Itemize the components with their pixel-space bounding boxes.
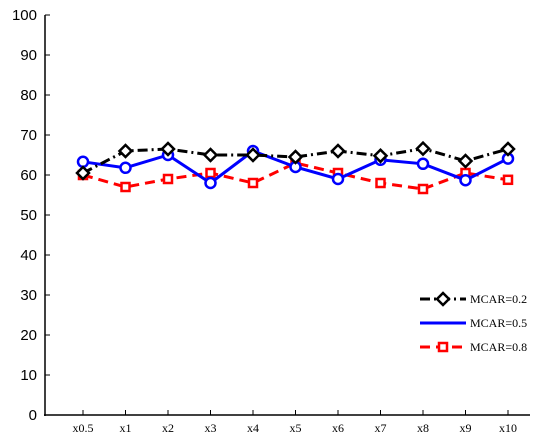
data-point [372,148,389,164]
x-tick-label: x3 [205,421,217,435]
y-tick-label: 0 [29,407,37,424]
series-diamond [75,140,516,181]
legend-item: MCAR=0.2 [420,291,527,307]
series-layer [75,140,516,195]
data-point [416,157,430,171]
legend-marker [437,341,449,353]
data-point [117,143,134,159]
data-point [287,149,304,165]
x-tick-label: x8 [417,421,429,435]
data-point [245,147,261,163]
data-point [375,177,386,189]
data-point [204,176,217,190]
series-line [82,147,509,175]
x-tick-label: x6 [332,421,344,435]
y-tick-label: 50 [20,207,37,224]
data-point [459,173,472,187]
axes: 0 10 20 30 40 50 60 70 80 90 100 x0.5 x1 x2 x3 x4 x5 x6 x7… [12,7,530,435]
data-point [457,153,474,169]
legend-label: MCAR=0.8 [470,340,527,354]
series-line [82,161,509,191]
data-point [160,141,176,157]
legend-item: MCAR=0.5 [420,316,527,330]
data-point [247,177,259,189]
legend-label: MCAR=0.5 [470,316,527,330]
data-point [75,165,91,181]
x-tick-label: x9 [460,421,472,435]
data-point [331,172,345,186]
data-point [415,140,431,157]
y-tick-label: 20 [20,327,37,344]
y-tick-label: 30 [20,287,37,304]
data-point [330,143,346,159]
data-point [202,147,219,163]
legend-label: MCAR=0.2 [470,292,527,306]
data-point [120,181,131,193]
x-tick-label: x2 [162,421,174,435]
data-point [205,167,216,179]
y-tick-label: 10 [20,367,37,384]
y-tick-label: 60 [20,167,37,184]
x-tick-label: x0.5 [73,421,94,435]
data-point [162,173,174,185]
legend-item: MCAR=0.8 [420,340,527,354]
x-tick-label: x1 [120,421,132,435]
data-point [500,141,516,157]
y-tick-label: 40 [20,247,37,264]
y-tick-label: 80 [20,87,37,104]
legend-marker [435,291,451,307]
legend: MCAR=0.2 MCAR=0.5 MCAR=0.8 [420,291,527,354]
data-point [502,174,514,186]
data-point [417,183,429,195]
y-tick-label: 70 [20,127,37,144]
x-tick-label: x7 [375,421,387,435]
x-tick-label: x10 [499,421,517,435]
y-tick-label: 90 [20,47,37,64]
data-point [119,161,132,175]
x-tick-label: x5 [290,421,302,435]
x-tick-label: x4 [247,421,259,435]
y-tick-label: 100 [12,7,37,24]
